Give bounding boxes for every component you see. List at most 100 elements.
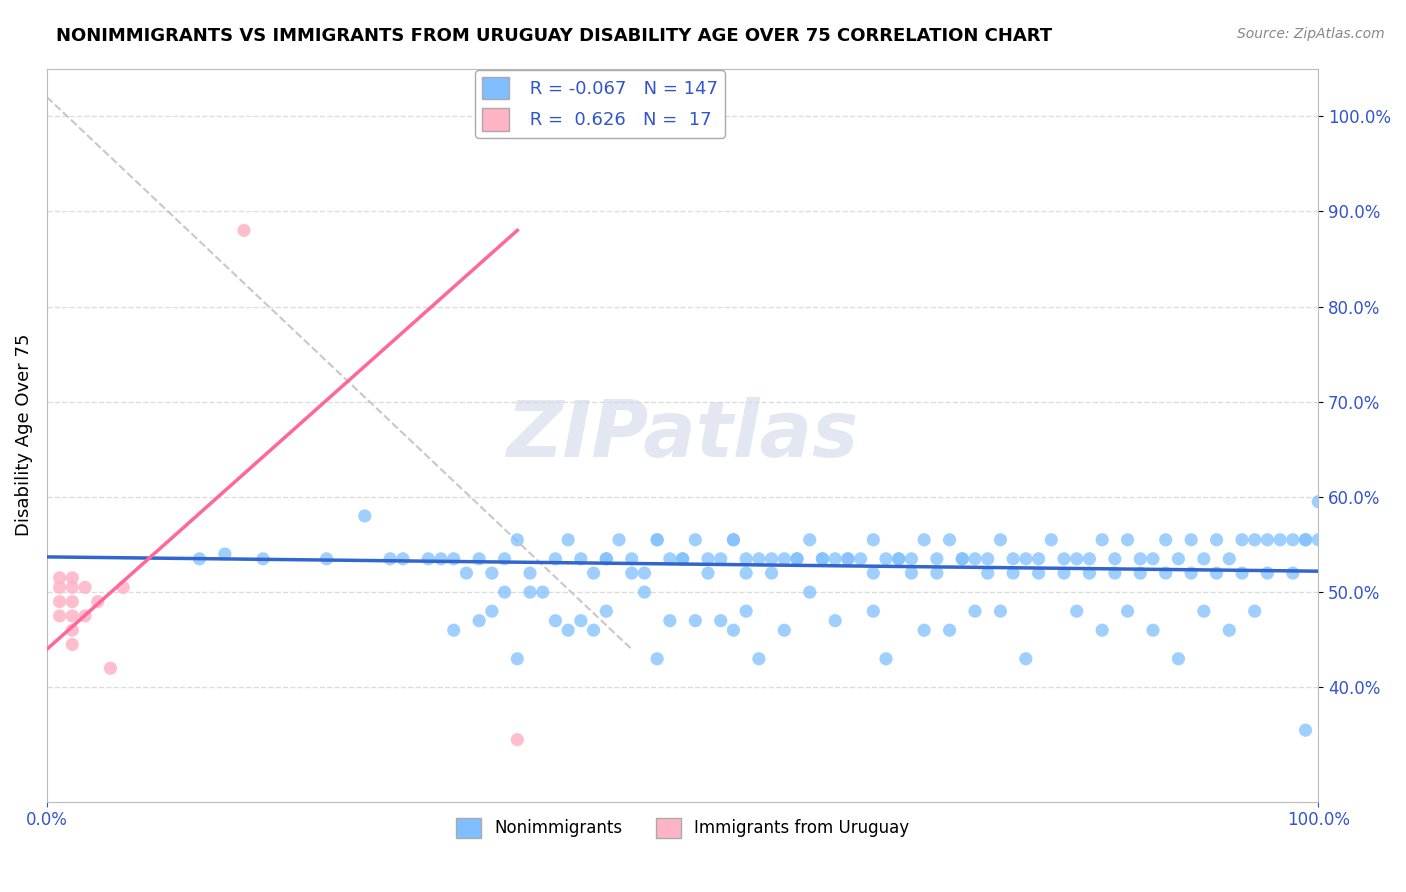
Point [735, 551, 758, 566]
Point [837, 551, 859, 566]
Point [723, 533, 745, 547]
Point [1002, 566, 1025, 580]
Point [468, 551, 491, 566]
Point [786, 551, 808, 566]
Point [582, 566, 605, 580]
Point [938, 624, 960, 638]
Point [1167, 652, 1189, 666]
Point [494, 551, 516, 566]
Point [60, 638, 83, 652]
Point [252, 551, 274, 566]
Point [1218, 624, 1240, 638]
Point [1282, 566, 1305, 580]
Point [60, 609, 83, 624]
Point [799, 533, 821, 547]
Point [773, 551, 796, 566]
Point [1243, 533, 1265, 547]
Point [748, 652, 770, 666]
Point [481, 604, 503, 618]
Point [761, 551, 783, 566]
Point [1028, 566, 1050, 580]
Point [990, 533, 1012, 547]
Point [977, 551, 1000, 566]
Text: NONIMMIGRANTS VS IMMIGRANTS FROM URUGUAY DISABILITY AGE OVER 75 CORRELATION CHAR: NONIMMIGRANTS VS IMMIGRANTS FROM URUGUAY… [56, 27, 1052, 45]
Point [1129, 566, 1152, 580]
Point [595, 551, 617, 566]
Point [1066, 551, 1088, 566]
Point [1154, 566, 1177, 580]
Point [950, 551, 973, 566]
Point [1205, 533, 1227, 547]
Point [658, 614, 681, 628]
Point [1268, 533, 1291, 547]
Point [595, 604, 617, 618]
Point [633, 566, 655, 580]
Point [1078, 551, 1101, 566]
Point [697, 566, 720, 580]
Point [887, 551, 910, 566]
Point [315, 551, 337, 566]
Point [963, 604, 986, 618]
Point [862, 533, 884, 547]
Point [900, 551, 922, 566]
Point [443, 551, 465, 566]
Point [60, 594, 83, 608]
Point [824, 551, 846, 566]
Point [506, 652, 529, 666]
Point [671, 551, 693, 566]
Point [48, 571, 70, 585]
Point [569, 551, 592, 566]
Point [811, 551, 834, 566]
Point [1256, 566, 1278, 580]
Point [1205, 566, 1227, 580]
Point [1282, 533, 1305, 547]
Point [1192, 604, 1215, 618]
Point [48, 609, 70, 624]
Point [723, 624, 745, 638]
Point [938, 533, 960, 547]
Point [494, 585, 516, 599]
Point [900, 566, 922, 580]
Point [73, 609, 96, 624]
Legend: Nonimmigrants, Immigrants from Uruguay: Nonimmigrants, Immigrants from Uruguay [450, 811, 915, 845]
Point [506, 732, 529, 747]
Point [633, 585, 655, 599]
Point [912, 624, 935, 638]
Point [557, 533, 579, 547]
Point [112, 580, 135, 594]
Point [862, 604, 884, 618]
Point [658, 551, 681, 566]
Point [786, 551, 808, 566]
Point [620, 551, 643, 566]
Point [925, 566, 948, 580]
Point [60, 580, 83, 594]
Point [100, 661, 122, 675]
Point [607, 533, 630, 547]
Point [645, 533, 668, 547]
Point [925, 551, 948, 566]
Text: ZIPatlas: ZIPatlas [506, 397, 859, 473]
Point [1091, 533, 1114, 547]
Point [456, 566, 478, 580]
Point [443, 624, 465, 638]
Point [990, 604, 1012, 618]
Point [849, 551, 872, 566]
Point [519, 585, 541, 599]
Point [353, 508, 375, 523]
Point [557, 624, 579, 638]
Point [418, 551, 440, 566]
Point [811, 551, 834, 566]
Point [1218, 551, 1240, 566]
Point [595, 551, 617, 566]
Point [697, 551, 720, 566]
Point [48, 580, 70, 594]
Point [1104, 551, 1126, 566]
Point [685, 614, 707, 628]
Point [430, 551, 453, 566]
Point [977, 566, 1000, 580]
Point [1053, 566, 1076, 580]
Point [710, 551, 733, 566]
Point [735, 566, 758, 580]
Point [1243, 604, 1265, 618]
Point [950, 551, 973, 566]
